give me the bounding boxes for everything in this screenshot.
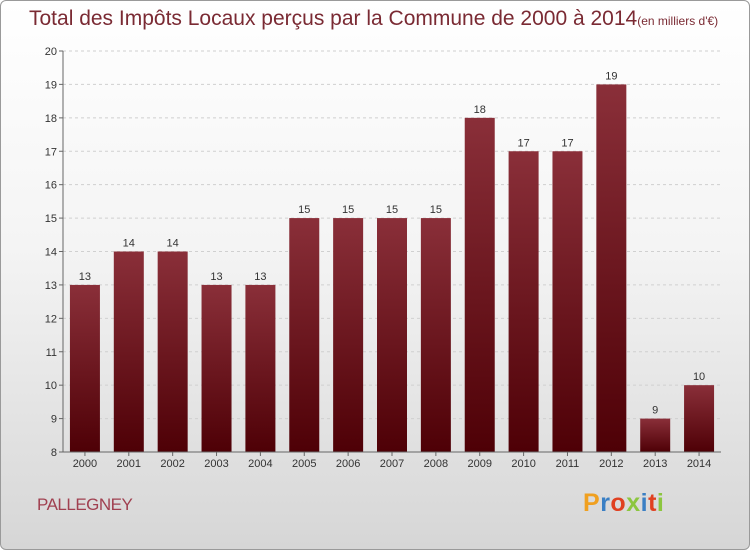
bar-2005 <box>289 218 320 452</box>
bar-2010 <box>508 151 539 452</box>
x-tick-label: 2006 <box>336 458 360 470</box>
logo-letter: t <box>648 489 657 517</box>
x-tick-label: 2000 <box>73 458 97 470</box>
bar-2002 <box>157 251 188 452</box>
y-tick-label: 16 <box>45 180 57 192</box>
data-label: 14 <box>167 238 179 250</box>
x-tick-label: 2004 <box>248 458 272 470</box>
x-tick-label: 2008 <box>424 458 448 470</box>
data-label: 15 <box>342 204 354 216</box>
data-label: 15 <box>298 204 310 216</box>
y-tick-label: 14 <box>45 247 57 259</box>
data-label: 10 <box>693 371 705 383</box>
bar-2011 <box>552 151 583 452</box>
logo-letter: i <box>640 489 649 517</box>
data-label: 13 <box>210 271 222 283</box>
chart-title: Total des Impôts Locaux perçus par la Co… <box>29 7 718 31</box>
data-label: 19 <box>605 70 617 82</box>
bar-2001 <box>113 251 144 452</box>
x-tick-label: 2012 <box>599 458 623 470</box>
x-tick-label: 2013 <box>643 458 667 470</box>
bar-2009 <box>464 117 495 452</box>
y-tick-label: 17 <box>45 146 57 158</box>
data-label: 15 <box>430 204 442 216</box>
data-label: 18 <box>474 104 486 116</box>
commune-name: PALLEGNEY <box>37 495 133 514</box>
chart-title-text: Total des Impôts Locaux perçus par la Co… <box>29 7 638 30</box>
labels: 8 9 10 11 12 13 14 15 16 17 18 19 20 2000 13 2001 14 2002… <box>45 46 712 470</box>
bar-2008 <box>420 218 451 452</box>
y-tick-label: 9 <box>51 414 57 426</box>
y-tick-label: 12 <box>45 313 57 325</box>
y-tick-label: 15 <box>45 213 57 225</box>
x-tick-label: 2001 <box>117 458 141 470</box>
y-tick-label: 8 <box>51 447 57 459</box>
y-tick-label: 18 <box>45 113 57 125</box>
x-tick-label: 2007 <box>380 458 404 470</box>
y-tick-label: 20 <box>45 46 57 58</box>
bar-2013 <box>640 418 671 452</box>
proxiti-logo: Proxiti <box>583 489 664 518</box>
x-tick-label: 2009 <box>467 458 491 470</box>
axes <box>59 50 721 456</box>
bar-2007 <box>377 218 407 452</box>
data-label: 17 <box>561 137 573 149</box>
bar-2006 <box>333 218 364 452</box>
y-tick-label: 10 <box>45 380 57 392</box>
y-tick-label: 19 <box>45 79 57 91</box>
bars <box>69 84 715 453</box>
data-label: 13 <box>79 271 91 283</box>
x-tick-label: 2003 <box>204 458 228 470</box>
bar-2012 <box>596 84 627 453</box>
logo-letter: i <box>656 489 665 517</box>
x-tick-label: 2002 <box>160 458 184 470</box>
y-tick-label: 13 <box>45 280 57 292</box>
x-tick-label: 2010 <box>511 458 535 470</box>
data-label: 17 <box>517 137 529 149</box>
data-label: 9 <box>652 405 658 417</box>
data-label: 14 <box>123 238 135 250</box>
logo-letter: P <box>583 489 601 517</box>
x-tick-label: 2005 <box>292 458 316 470</box>
chart-unit: (en milliers d'€) <box>637 14 719 28</box>
logo-letter: x <box>626 489 641 517</box>
bar-2000 <box>69 284 100 452</box>
bar-2003 <box>201 284 232 452</box>
bar-2014 <box>684 385 715 452</box>
y-tick-label: 11 <box>46 347 57 359</box>
logo-letter: o <box>610 489 627 517</box>
bar-2004 <box>245 284 276 452</box>
data-label: 13 <box>254 271 266 283</box>
data-label: 15 <box>386 204 398 216</box>
logo-letter: r <box>600 489 611 517</box>
x-tick-label: 2011 <box>556 458 580 470</box>
x-tick-label: 2014 <box>687 458 711 470</box>
